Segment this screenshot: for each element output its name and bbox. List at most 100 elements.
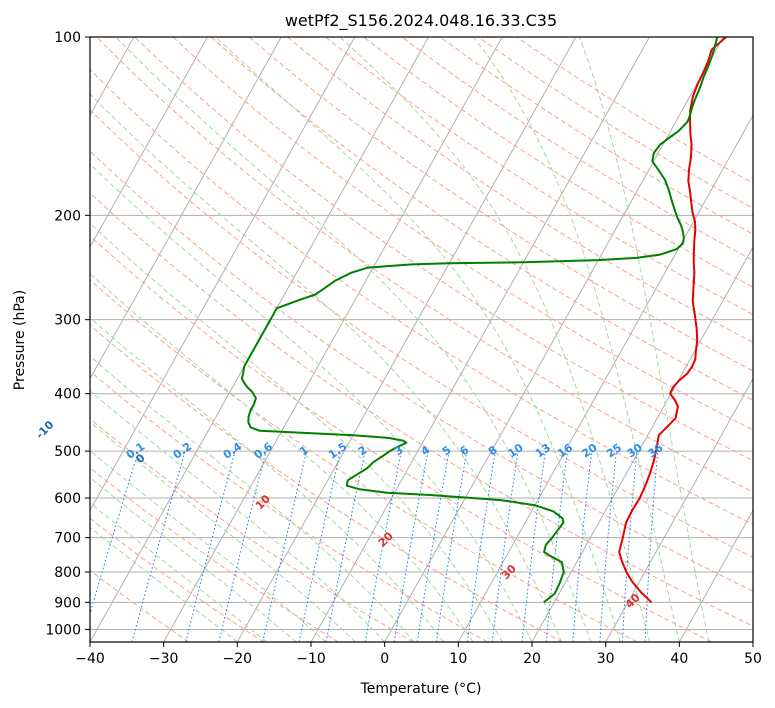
- moist-adiabat-line: [90, 476, 297, 642]
- moist-adiabat-line: [90, 316, 445, 642]
- moist-adiabat-line: [578, 37, 710, 642]
- mixing-ratio-label: 30: [625, 441, 645, 461]
- mixing-ratio-label: 16: [555, 441, 575, 461]
- isotherm-line: [0, 37, 60, 642]
- y-axis: 100 200 300 400 500 600 700 800 900 1000: [45, 30, 90, 638]
- dry-adiabat-label: 20: [376, 529, 396, 549]
- moist-adiabat-line: [90, 273, 474, 642]
- x-tick-label: 50: [744, 651, 762, 667]
- y-tick-label: 800: [54, 565, 81, 581]
- mixing-ratio-label: 10: [506, 441, 526, 461]
- isotherm-line: [531, 246, 753, 642]
- mixing-ratio-line: [467, 451, 496, 642]
- moist-adiabat-line: [90, 502, 268, 642]
- mixing-ratio-line: [325, 450, 366, 642]
- y-tick-label: 900: [54, 595, 81, 611]
- dry-adiabat-line: [90, 279, 638, 642]
- y-tick-label: 400: [54, 387, 81, 403]
- dry-adiabat-line: [90, 324, 563, 642]
- mixing-ratio-line: [572, 451, 593, 642]
- mixing-ratio-line: [185, 450, 236, 642]
- x-tick-label: 10: [449, 651, 467, 667]
- x-tick-label: 40: [670, 651, 688, 667]
- isotherm-line: [310, 37, 650, 642]
- mixing-ratio-label: 1.5: [326, 440, 349, 462]
- mixing-ratio-line: [131, 450, 186, 642]
- isotherm-line: [90, 37, 282, 380]
- x-axis: −40 −30 −20 −10 0 10 20 30 40 50: [75, 642, 762, 667]
- line-labels: 0.1 0.2 0.4 0.6 1 1.5 2 3 4 5 6 8 10 13 16 20 25 30 36-100…: [33, 418, 666, 611]
- y-tick-label: 200: [54, 208, 81, 224]
- isotherm-line: [90, 37, 208, 249]
- isotherm-line: [236, 37, 577, 642]
- data-series: [240, 37, 727, 604]
- isotherm-line: [90, 37, 356, 512]
- mixing-ratio-line: [298, 450, 341, 642]
- y-tick-label: 1000: [45, 622, 81, 638]
- y-tick-label: 300: [54, 313, 81, 329]
- background-lines: [0, 37, 753, 642]
- dry-adiabat-line: [90, 517, 264, 642]
- mixing-ratio-line: [218, 450, 267, 642]
- dry-adiabat-line: [90, 150, 753, 592]
- moist-adiabat-line: [473, 37, 680, 642]
- isotherm-line: [678, 509, 753, 642]
- isotherm-line: [752, 640, 753, 642]
- dry-adiabat-label: 10: [253, 492, 273, 512]
- moist-adiabat-line: [90, 421, 356, 642]
- x-tick-label: −10: [296, 651, 326, 667]
- mixing-ratio-line: [262, 450, 308, 642]
- y-tick-label: 700: [54, 531, 81, 547]
- x-tick-label: 0: [380, 651, 389, 667]
- dry-adiabat-label: 40: [623, 591, 643, 611]
- dry-adiabat-line: [90, 68, 753, 525]
- isotherm-line: [457, 114, 753, 642]
- dry-adiabat-line: [90, 418, 414, 642]
- temperature-line: [618, 37, 727, 604]
- dry-adiabat-line: [172, 37, 753, 431]
- dry-adiabat-label: -10: [33, 418, 56, 441]
- moist-adiabat-line: [90, 163, 533, 642]
- dewpoint-line: [240, 37, 719, 604]
- moist-adiabat-line: [90, 222, 503, 642]
- plot-frame: [89, 36, 754, 643]
- moist-adiabat-line: [90, 355, 415, 642]
- isotherm-line: [163, 37, 503, 642]
- mixing-ratio-label: 20: [579, 441, 599, 461]
- x-tick-label: 30: [597, 651, 615, 667]
- dry-adiabat-line: [363, 37, 753, 288]
- dry-adiabat-line: [439, 37, 753, 235]
- x-tick-label: −40: [75, 651, 105, 667]
- mixing-ratio-line: [435, 451, 468, 642]
- mixing-ratio-line: [521, 451, 546, 642]
- mixing-ratio-label: 36: [645, 441, 665, 461]
- y-axis-label: Pressure (hPa): [12, 290, 28, 390]
- moist-adiabat-line: [339, 37, 651, 642]
- dry-adiabat-line: [210, 37, 753, 401]
- mixing-ratio-line: [545, 451, 568, 642]
- dry-adiabat-line: [401, 37, 753, 262]
- moist-adiabat-line: [90, 93, 562, 642]
- dry-adiabat-line: [325, 37, 753, 316]
- mixing-ratio-label: 25: [604, 441, 624, 460]
- moist-adiabat-line: [90, 390, 386, 642]
- dry-adiabat-line: [90, 569, 190, 642]
- moist-adiabat-line: [115, 37, 592, 642]
- x-axis-label: Temperature (°C): [360, 681, 482, 697]
- mixing-ratio-line: [599, 451, 617, 642]
- y-tick-label: 500: [54, 444, 81, 460]
- dry-adiabat-line: [90, 192, 753, 627]
- dry-adiabat-line: [90, 370, 488, 642]
- x-tick-label: −30: [149, 651, 179, 667]
- mixing-ratio-line: [90, 450, 139, 616]
- y-tick-label: 600: [54, 491, 81, 507]
- mixing-ratio-label: 0.2: [171, 440, 194, 462]
- isotherm-line: [384, 37, 724, 642]
- mixing-ratio-line: [416, 451, 450, 642]
- y-tick-label: 100: [54, 30, 81, 46]
- dry-adiabat-line: [248, 37, 753, 372]
- chart-title: wetPf2_S156.2024.048.16.33.C35: [285, 11, 557, 31]
- isotherm-line: [605, 377, 753, 642]
- moist-adiabat-line: [90, 450, 327, 642]
